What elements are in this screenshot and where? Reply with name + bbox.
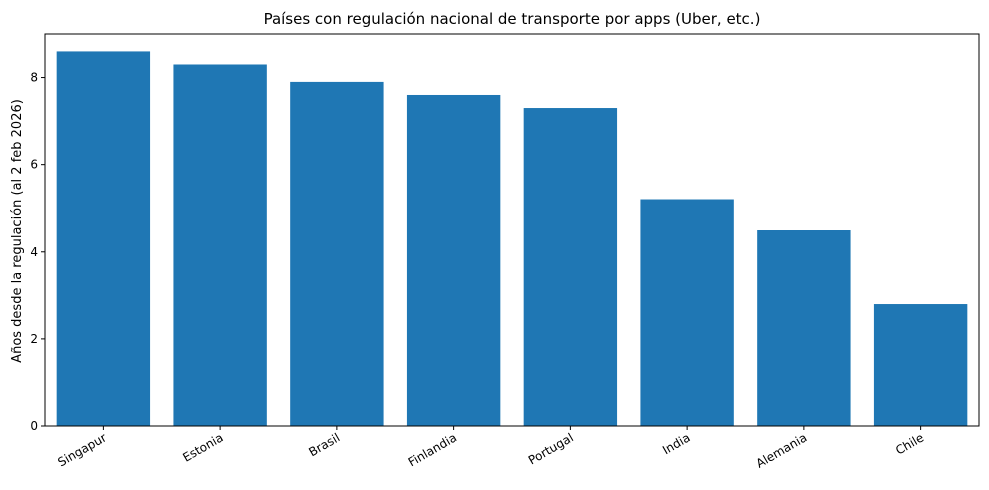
bar-portugal (523, 108, 618, 426)
bar-alemania (757, 230, 851, 426)
bar-estonia (173, 64, 267, 427)
chart-title: Países con regulación nacional de transp… (264, 10, 761, 28)
x-tick-label-alemania: Alemania (754, 430, 810, 470)
x-tick-label-brasil: Brasil (306, 430, 342, 459)
bar-brasil (290, 81, 384, 426)
x-axis-ticks: Singapur Estonia Brasil Finlandia Portugal In… (55, 426, 926, 471)
bar-chile (873, 304, 968, 426)
y-tick-label: 0 (30, 419, 38, 433)
y-tick-label: 8 (30, 71, 38, 85)
x-tick-label-singapur: Singapur (55, 430, 109, 469)
plot-area-frame (44, 33, 980, 427)
y-tick-label: 4 (30, 245, 38, 259)
bar-finlandia (406, 94, 501, 426)
x-tick-label-chile: Chile (893, 430, 926, 457)
x-tick-label-finlandia: Finlandia (406, 430, 459, 469)
x-tick-label-india: India (660, 430, 693, 457)
bar-india (640, 199, 734, 426)
y-tick-label: 2 (30, 332, 38, 346)
x-tick-label-estonia: Estonia (180, 430, 225, 464)
bar-singapur (56, 51, 151, 427)
y-axis-ticks: 0 2 4 6 8 (30, 71, 45, 433)
x-tick-label-portugal: Portugal (526, 430, 576, 467)
y-axis-title: Años desde la regulación (al 2 feb 2026) (10, 99, 25, 363)
bars-group (56, 51, 968, 427)
y-tick-label: 6 (30, 158, 38, 172)
